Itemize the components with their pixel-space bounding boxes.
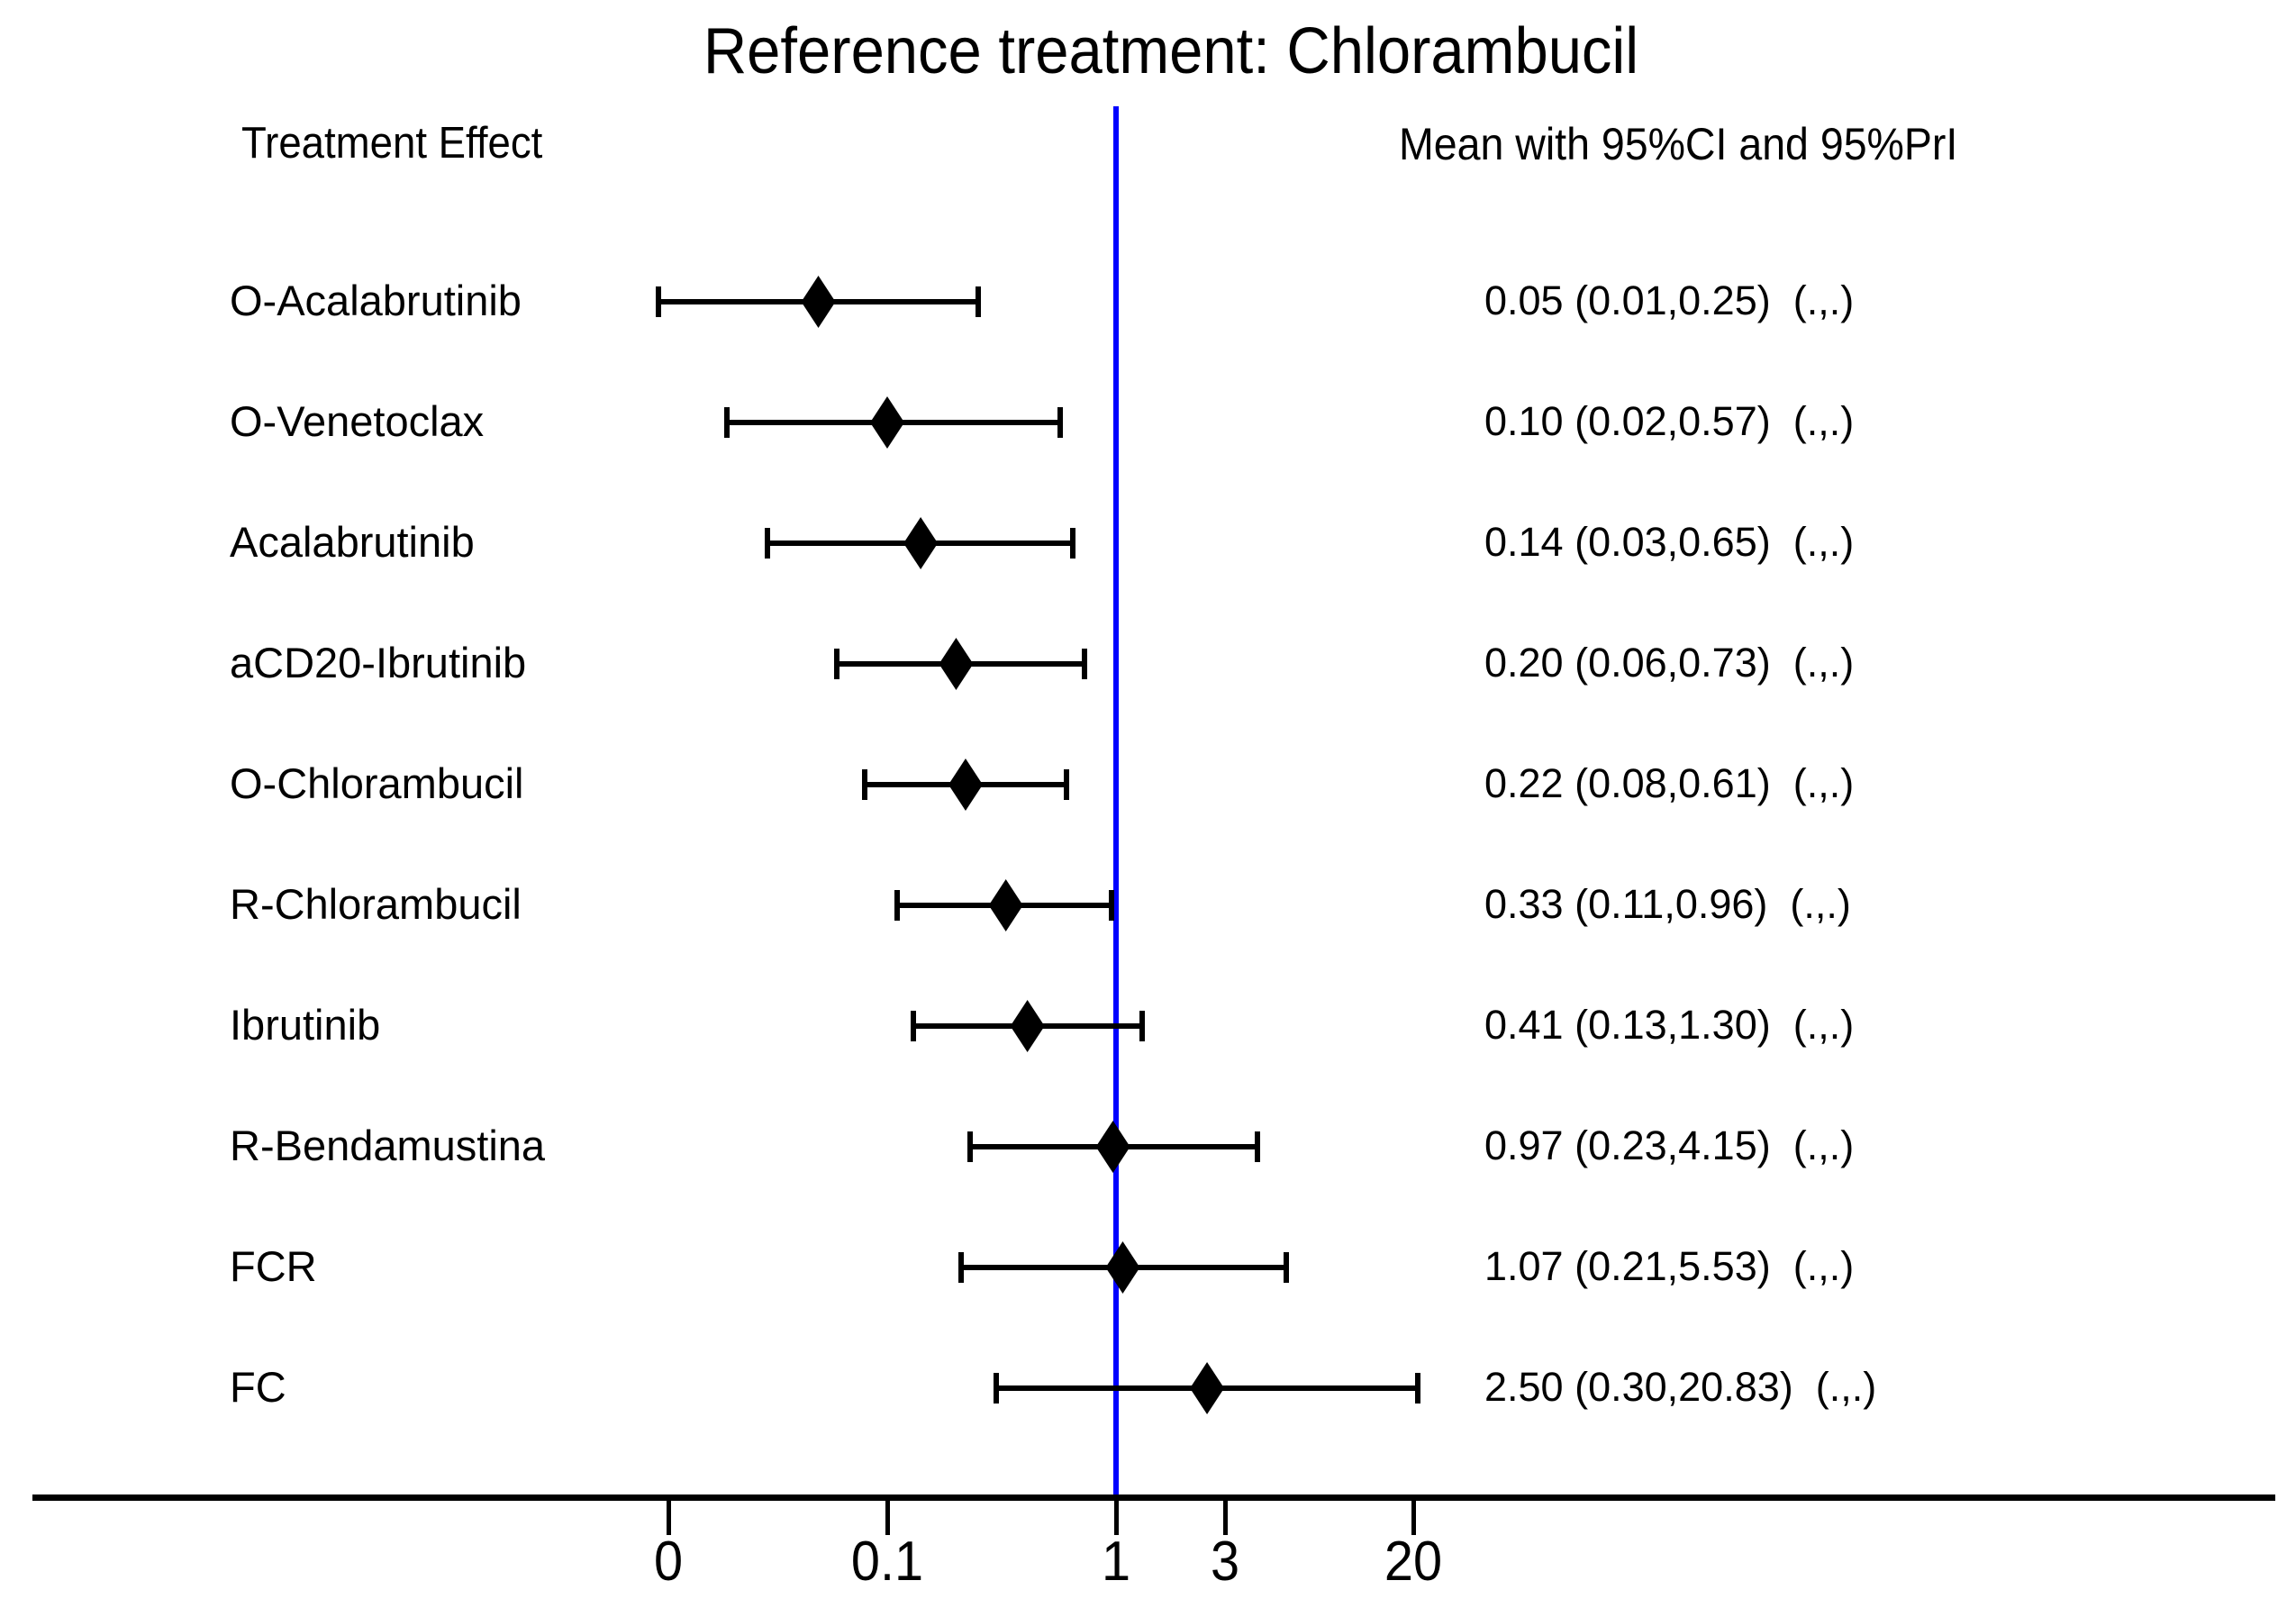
estimate-text: 0.41 (0.13,1.30) (.,.)	[1484, 1002, 1855, 1048]
ci-cap-right	[1254, 1131, 1260, 1162]
tick-label: 0.1	[850, 1531, 924, 1593]
ci-cap-left	[957, 1252, 964, 1283]
ci-cap-left	[862, 769, 868, 800]
treatment-label: FCR	[230, 1242, 317, 1290]
treatment-label: R-Bendamustina	[230, 1122, 546, 1169]
column-header-mean-ci-pri: Mean with 95%CI and 95%PrI	[1399, 119, 1958, 169]
ci-cap-left	[994, 1373, 1000, 1404]
estimate-text: 0.14 (0.03,0.65) (.,.)	[1484, 519, 1855, 565]
x-axis-line	[32, 1494, 2275, 1501]
tick-mark	[1114, 1501, 1119, 1535]
ci-cap-right	[1057, 407, 1063, 438]
treatment-label: O-Venetoclax	[230, 397, 485, 445]
ci-cap-left	[656, 286, 661, 317]
reference-line	[1113, 106, 1119, 1498]
ci-cap-left	[910, 1011, 916, 1041]
treatment-label: Acalabrutinib	[230, 518, 475, 566]
tick-mark	[1223, 1501, 1229, 1535]
estimate-text: 2.50 (0.30,20.83) (.,.)	[1484, 1364, 1877, 1410]
tick-mark	[1411, 1501, 1417, 1535]
ci-cap-right	[1064, 769, 1070, 800]
column-header-treatment-effect: Treatment Effect	[241, 119, 543, 168]
ci-cap-right	[1139, 1011, 1145, 1041]
ci-cap-left	[894, 890, 900, 921]
mean-diamond-icon	[903, 517, 939, 569]
estimate-text: 0.97 (0.23,4.15) (.,.)	[1484, 1122, 1855, 1168]
ci-cap-left	[966, 1131, 973, 1162]
mean-diamond-icon	[948, 759, 983, 811]
estimate-text: 1.07 (0.21,5.53) (.,.)	[1484, 1243, 1855, 1289]
ci-cap-right	[1082, 649, 1088, 679]
treatment-label: FC	[230, 1363, 286, 1411]
tick-label: 20	[1384, 1531, 1443, 1593]
mean-diamond-icon	[939, 638, 974, 690]
tick-label: 3	[1211, 1531, 1240, 1593]
mean-diamond-icon	[988, 879, 1023, 931]
estimate-text: 0.22 (0.08,0.61) (.,.)	[1484, 760, 1855, 806]
ci-cap-right	[1109, 890, 1115, 921]
tick-mark	[666, 1501, 671, 1535]
estimate-text: 0.20 (0.06,0.73) (.,.)	[1484, 640, 1855, 686]
mean-diamond-icon	[870, 396, 904, 449]
tick-label: 0	[653, 1531, 683, 1593]
mean-diamond-icon	[1010, 1000, 1045, 1052]
ci-cap-left	[833, 649, 839, 679]
estimate-text: 0.05 (0.01,0.25) (.,.)	[1484, 277, 1855, 323]
treatment-label: Ibrutinib	[230, 1001, 381, 1049]
ci-cap-right	[1070, 528, 1076, 559]
ci-cap-right	[1414, 1373, 1420, 1404]
tick-label: 1	[1101, 1531, 1131, 1593]
treatment-label: O-Chlorambucil	[230, 759, 524, 807]
ci-cap-left	[724, 407, 731, 438]
treatment-label: O-Acalabrutinib	[230, 277, 522, 324]
mean-diamond-icon	[801, 276, 836, 328]
page-title: Reference treatment: Chlorambucil	[703, 15, 1639, 87]
treatment-label: R-Chlorambucil	[230, 880, 522, 928]
mean-diamond-icon	[1095, 1121, 1130, 1173]
tick-mark	[885, 1501, 890, 1535]
treatment-label: aCD20-Ibrutinib	[230, 639, 527, 686]
mean-diamond-icon	[1105, 1241, 1140, 1294]
estimate-text: 0.33 (0.11,0.96) (.,.)	[1484, 881, 1851, 927]
mean-diamond-icon	[1190, 1362, 1225, 1414]
ci-cap-left	[765, 528, 771, 559]
estimate-text: 0.10 (0.02,0.57) (.,.)	[1484, 398, 1855, 444]
ci-cap-right	[1283, 1252, 1289, 1283]
ci-cap-right	[976, 286, 982, 317]
